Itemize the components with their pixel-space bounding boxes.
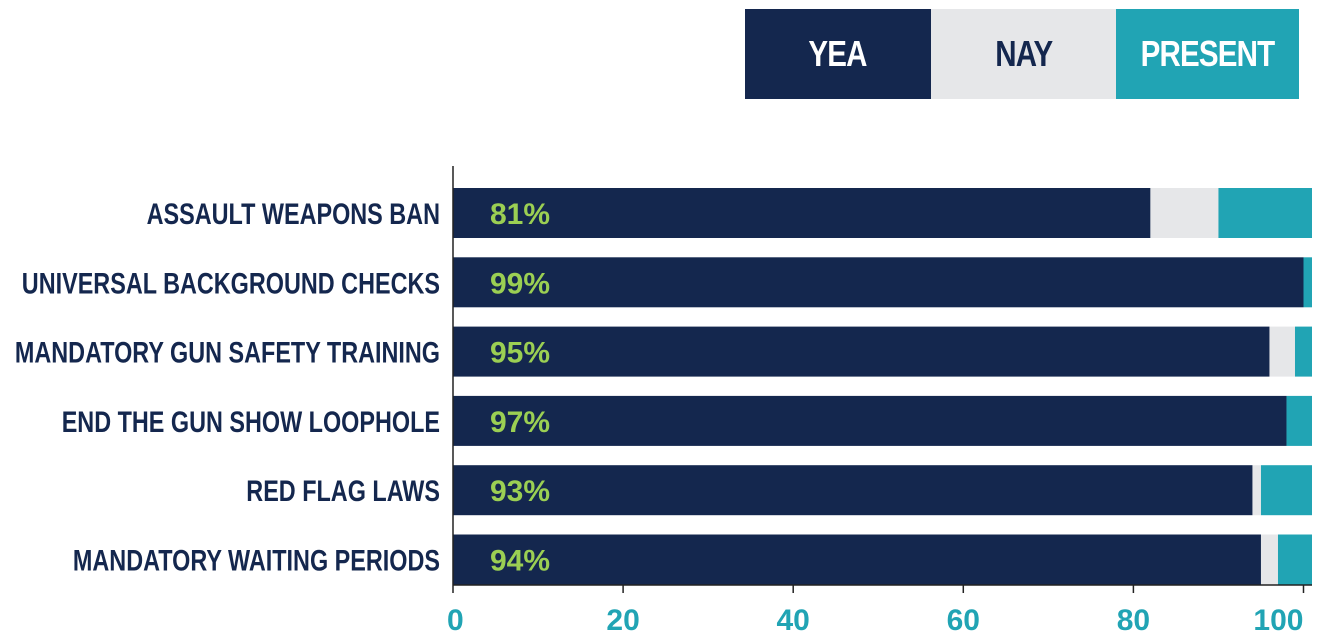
bar-yea-6	[453, 534, 1261, 585]
category-label-5: RED FLAG LAWS	[246, 475, 440, 508]
category-label-6: MANDATORY WAITING PERIODS	[73, 545, 440, 578]
legend-item-nay: NAY	[931, 9, 1116, 99]
bar-present-6	[1277, 534, 1312, 585]
legend-label-yea: YEA	[808, 33, 868, 74]
data-label-6: 94%	[490, 545, 550, 578]
category-label-1: ASSAULT WEAPONS BAN	[147, 198, 440, 231]
legend-label-nay: NAY	[994, 33, 1053, 74]
bar-present-4	[1286, 395, 1312, 446]
bar-yea-5	[453, 465, 1253, 516]
legend-item-present: PRESENT	[1116, 9, 1299, 99]
data-label-4: 97%	[490, 406, 550, 439]
bar-present-5	[1260, 465, 1312, 516]
legend: YEA NAY PRESENT	[745, 9, 1299, 99]
bar-present-2	[1303, 257, 1312, 308]
data-label-5: 93%	[490, 475, 550, 508]
bar-nay-5	[1252, 465, 1261, 516]
category-label-2: UNIVERSAL BACKGROUND CHECKS	[22, 267, 440, 300]
legend-item-yea: YEA	[745, 9, 931, 99]
category-label-3: MANDATORY GUN SAFETY TRAINING	[15, 337, 440, 370]
data-label-3: 95%	[490, 337, 550, 370]
bar-yea-1	[453, 188, 1151, 238]
data-label-2: 99%	[490, 267, 550, 300]
bar-nay-6	[1260, 534, 1278, 585]
bar-present-3	[1294, 326, 1312, 377]
x-tick-label-40: 40	[777, 604, 810, 637]
x-tick-label-100: 100	[1253, 604, 1303, 637]
x-tick-label-0: 0	[447, 604, 464, 637]
bar-nay-1	[1150, 188, 1219, 238]
x-tick-label-80: 80	[1117, 604, 1150, 637]
bar-yea-4	[453, 395, 1287, 446]
data-label-1: 81%	[490, 198, 550, 231]
bar-nay-3	[1269, 326, 1295, 377]
bar-present-1	[1218, 188, 1312, 238]
category-label-4: END THE GUN SHOW LOOPHOLE	[62, 406, 440, 439]
legend-label-present: PRESENT	[1140, 33, 1276, 74]
x-tick-label-20: 20	[606, 604, 639, 637]
bar-yea-3	[453, 326, 1270, 377]
bar-yea-2	[453, 257, 1304, 308]
x-tick-label-60: 60	[947, 604, 980, 637]
